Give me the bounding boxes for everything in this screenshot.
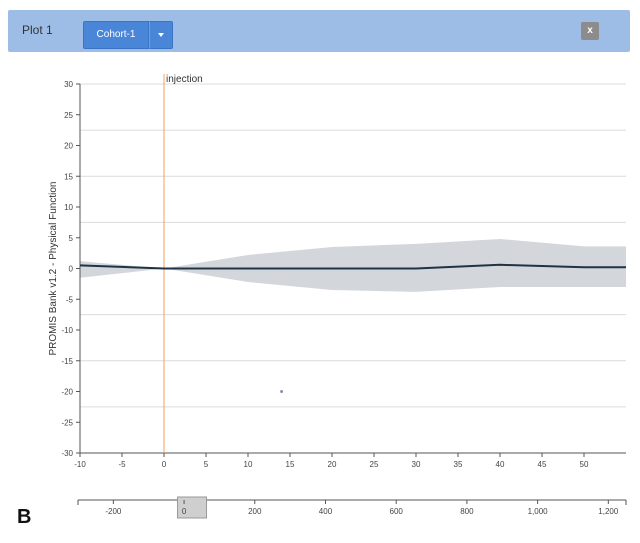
plot-title: Plot 1	[22, 23, 53, 37]
brush-axis: -200 0 200 400 600 800 1,000 1,200	[77, 496, 627, 519]
mean-line	[79, 263, 626, 270]
y-tick-label: -5	[66, 295, 74, 304]
brush-tick-label: -200	[105, 507, 122, 516]
x-tick-label: 35	[454, 460, 463, 469]
brush-tick-label: 0	[182, 507, 187, 516]
y-tick-label: -25	[61, 418, 73, 427]
y-tick-label: 15	[64, 172, 73, 181]
cohort-dropdown[interactable]: Cohort-1	[83, 21, 173, 49]
x-tick-label: 15	[286, 460, 295, 469]
chart-marks: injection	[79, 74, 626, 453]
cohort-button[interactable]: Cohort-1	[83, 21, 149, 49]
brush-tick-label: 1,200	[598, 507, 619, 516]
x-tick-label: 25	[370, 460, 379, 469]
y-tick-label: -10	[61, 326, 73, 335]
brush-tick-label: 800	[460, 507, 474, 516]
x-tick-label: -10	[74, 460, 86, 469]
y-tick-label: 20	[64, 142, 73, 151]
injection-label: injection	[166, 74, 203, 85]
figure-label: B	[17, 506, 32, 528]
x-tick-label: 50	[580, 460, 589, 469]
x-tick-label: 20	[328, 460, 337, 469]
y-tick-label: 30	[64, 80, 73, 89]
data-point	[280, 390, 284, 393]
x-tick-label: 40	[496, 460, 505, 469]
y-tick-label: 25	[64, 111, 73, 120]
brush-tick-label: 1,000	[528, 507, 549, 516]
y-tick-label: 10	[64, 203, 73, 212]
y-tick-label: 5	[69, 234, 74, 243]
brush-tick-label: 600	[390, 507, 404, 516]
x-tick-label: -5	[118, 460, 126, 469]
close-button[interactable]: x	[581, 22, 599, 40]
chevron-down-icon[interactable]	[149, 21, 173, 49]
y-axis-label: PROMIS Bank v1.2 - Physical Function	[48, 182, 59, 356]
x-tick-label: 5	[204, 460, 209, 469]
y-tick-label: -30	[61, 449, 73, 458]
brush-tick-label: 400	[319, 507, 333, 516]
x-tick-label: 10	[244, 460, 253, 469]
x-tick-label: 30	[412, 460, 421, 469]
x-tick-label: 0	[162, 460, 167, 469]
brush-selection[interactable]	[177, 496, 208, 519]
y-tick-label: -20	[61, 388, 73, 397]
y-tick-label: 0	[69, 265, 74, 274]
y-tick-label: -15	[61, 357, 73, 366]
brush-tick-label: 200	[248, 507, 262, 516]
confidence-band-layer	[80, 238, 626, 292]
confidence-band	[80, 238, 626, 292]
x-tick-label: 45	[538, 460, 547, 469]
